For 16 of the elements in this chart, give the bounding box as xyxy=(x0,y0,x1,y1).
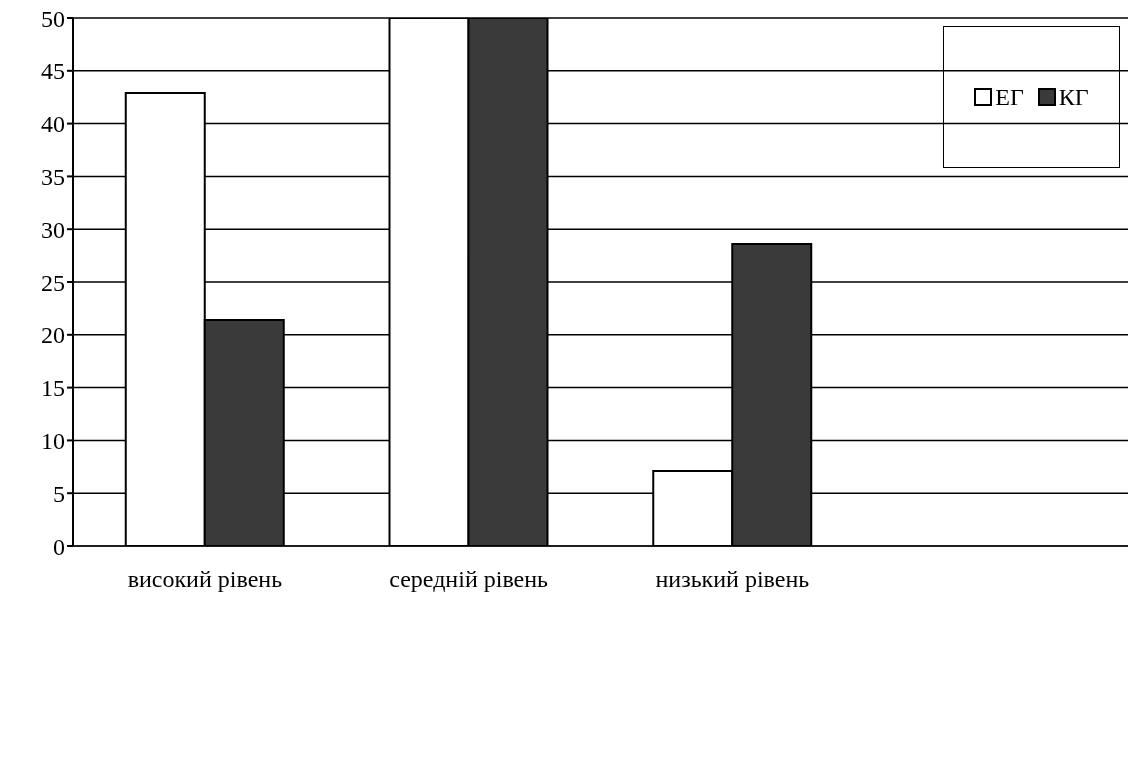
x-tick-label: високий рівень xyxy=(127,566,283,593)
y-tick-label: 30 xyxy=(41,216,65,243)
y-tick-label: 5 xyxy=(53,480,65,507)
y-tick-label: 45 xyxy=(41,58,65,85)
legend-label: КГ xyxy=(1058,83,1089,111)
x-tick-label: середній рівень xyxy=(389,566,549,593)
y-tick-label: 10 xyxy=(41,427,65,454)
x-tick-label: низький рівень xyxy=(655,566,810,593)
y-tick-label: 0 xyxy=(53,533,65,560)
legend-label: ЕГ xyxy=(995,83,1024,111)
y-tick-label: 50 xyxy=(41,5,65,32)
y-tick-label: 40 xyxy=(41,111,65,138)
y-tick-label: 25 xyxy=(41,269,65,296)
y-tick-label: 20 xyxy=(41,322,65,349)
y-tick-label: 15 xyxy=(41,375,65,402)
y-tick-label: 35 xyxy=(41,163,65,190)
